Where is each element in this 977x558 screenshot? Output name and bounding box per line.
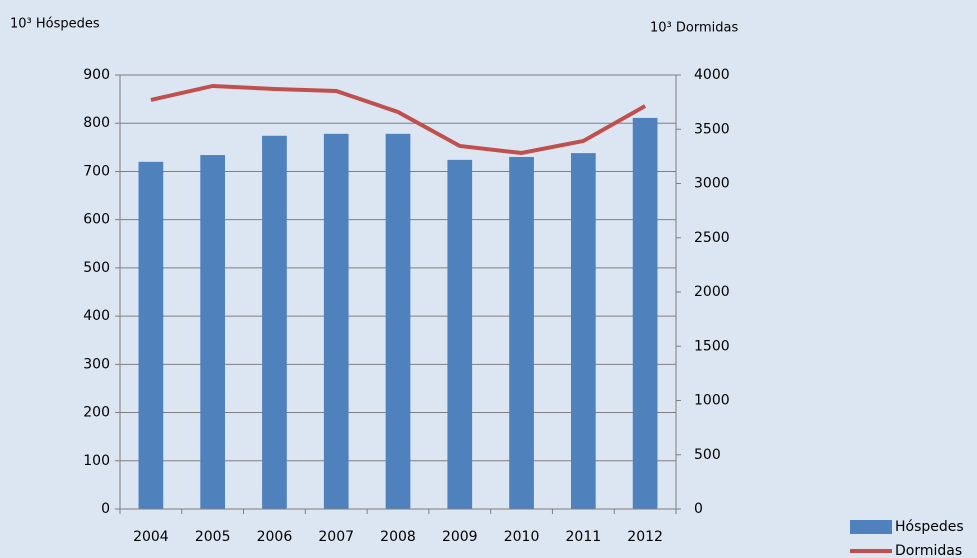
y-tick-label: 500 (83, 260, 110, 276)
y2-tick-label: 3500 (694, 121, 730, 137)
x-tick-label: 2007 (318, 529, 354, 545)
x-tick-label: 2006 (257, 529, 293, 545)
line (150, 83, 647, 156)
x-tick-label: 2005 (195, 529, 231, 545)
bar (200, 155, 226, 509)
y-tick-label: 900 (83, 67, 110, 83)
y2-tick-label: 0 (694, 501, 703, 517)
bar (138, 161, 164, 510)
y-tick-label: 300 (83, 356, 110, 372)
y2-axis-label: 10³ Dormidas (650, 21, 738, 36)
bar (385, 133, 411, 509)
bar (570, 153, 596, 509)
y-axis-label: 10³ Hóspedes (10, 17, 100, 32)
x-tick-label: 2004 (133, 529, 169, 545)
bar (262, 135, 287, 509)
legend-label: Hóspedes (895, 519, 964, 535)
y-tick-label: 400 (83, 308, 110, 324)
bar (509, 156, 534, 509)
x-tick-label: 2008 (380, 529, 416, 545)
bar (447, 159, 473, 510)
x-tick-label: 2011 (566, 529, 602, 545)
bar (323, 133, 349, 509)
y-tick-label: 200 (83, 405, 110, 421)
y-tick-label: 800 (83, 115, 110, 131)
x-tick-label: 2012 (627, 529, 663, 545)
y-tick-label: 600 (83, 212, 110, 228)
y-tick-label: 100 (83, 453, 110, 469)
y-tick-label: 700 (83, 163, 110, 179)
bar (632, 117, 658, 509)
y2-tick-label: 2500 (694, 230, 730, 246)
y2-tick-label: 1500 (694, 338, 730, 354)
y2-tick-label: 1000 (694, 393, 730, 409)
legend-swatch (850, 520, 892, 534)
y2-tick-label: 500 (694, 447, 721, 463)
y-tick-label: 0 (101, 501, 110, 517)
legend-label: Dormidas (895, 543, 962, 558)
y2-tick-label: 4000 (694, 67, 730, 83)
y2-tick-label: 2000 (694, 284, 730, 300)
x-tick-label: 2009 (442, 529, 478, 545)
y2-tick-label: 3000 (694, 176, 730, 192)
x-tick-label: 2010 (504, 529, 540, 545)
